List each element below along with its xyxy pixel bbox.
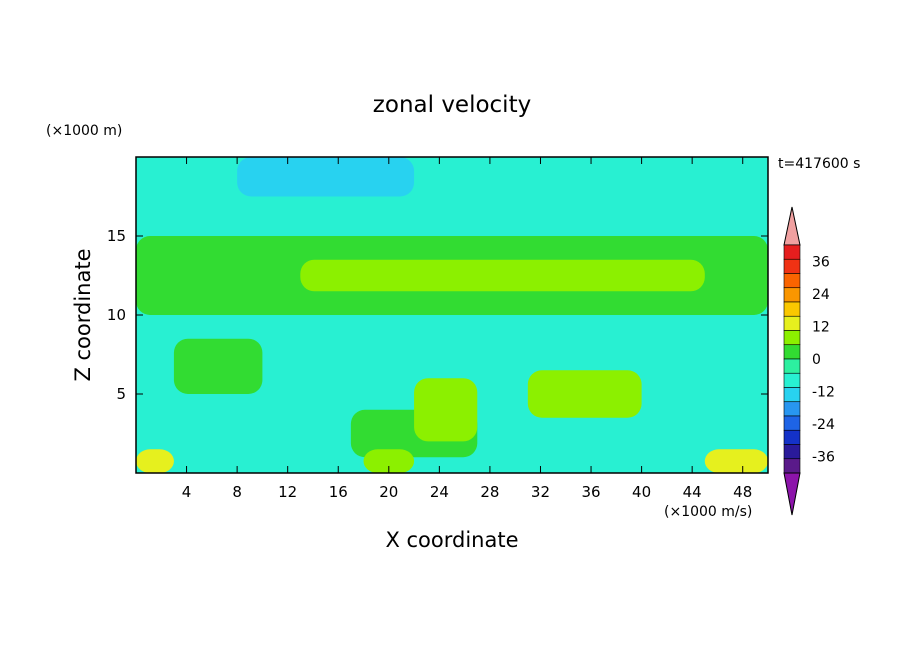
colorbar-swatch — [783, 415, 801, 431]
y-axis-label: Z coordinate — [71, 248, 95, 381]
colorbar-swatch — [783, 258, 801, 274]
time-label: t=417600 s — [778, 156, 860, 172]
field-region — [704, 449, 768, 473]
colorbar-tick-label: -12 — [812, 385, 835, 401]
field-region — [363, 449, 415, 473]
y-tick-label: 10 — [107, 306, 126, 324]
x-tick-label: 44 — [683, 483, 702, 501]
field-region — [527, 370, 642, 418]
colorbar-tick-label: -24 — [812, 417, 835, 433]
colorbar-tick-label: 12 — [812, 319, 830, 335]
x-tick-label: 40 — [632, 483, 651, 501]
x-tick-label: 16 — [329, 483, 348, 501]
colorbar-swatch — [783, 244, 801, 260]
colorbar-under-arrow — [783, 472, 801, 516]
colorbar-tick-label: -36 — [812, 450, 835, 466]
colorbar-swatch — [783, 330, 801, 346]
y-tick-label: 15 — [107, 227, 126, 245]
colorbar-swatch — [783, 429, 801, 445]
colorbar-tick-label: 24 — [812, 287, 830, 303]
colorbar-swatch — [783, 301, 801, 317]
field-region — [136, 449, 174, 473]
colorbar-swatch — [783, 387, 801, 403]
x-tick-label: 36 — [581, 483, 600, 501]
colorbar-tick-label: 36 — [812, 254, 830, 270]
colorbar: 36 24 12 0 -12 -24 -36 — [783, 206, 835, 516]
chart-title: zonal velocity — [373, 92, 531, 118]
colorbar-swatch — [783, 444, 801, 460]
x-tick-label: 24 — [430, 483, 449, 501]
field-region — [300, 259, 705, 292]
x-tick-label: 8 — [232, 483, 242, 501]
x-tick-label: 28 — [480, 483, 499, 501]
colorbar-swatch — [783, 287, 801, 303]
x-tick-label: 12 — [278, 483, 297, 501]
colorbar-swatch — [783, 458, 801, 474]
x-tick-label: 20 — [379, 483, 398, 501]
field-region — [414, 378, 478, 442]
x-tick-label: 32 — [531, 483, 550, 501]
colorbar-swatch — [783, 315, 801, 331]
field-region — [237, 157, 415, 197]
x-axis-label: X coordinate — [385, 528, 518, 552]
colorbar-tick-label: 0 — [812, 352, 821, 368]
field-region — [173, 338, 263, 394]
colorbar-swatch — [783, 358, 801, 374]
velocity-field — [136, 157, 768, 473]
y-axis-unit: (×1000 m) — [46, 123, 122, 139]
x-axis-ticks: 4 8 12 16 20 24 28 32 36 40 44 48 — [182, 157, 752, 501]
colorbar-swatch — [783, 401, 801, 417]
x-axis-unit: (×1000 m/s) — [664, 504, 752, 520]
y-axis-ticks: 5 10 15 — [107, 227, 768, 403]
y-tick-label: 5 — [116, 385, 126, 403]
colorbar-swatch — [783, 273, 801, 289]
colorbar-swatch — [783, 344, 801, 360]
colorbar-over-arrow — [783, 206, 801, 246]
x-tick-label: 48 — [733, 483, 752, 501]
colorbar-swatch — [783, 372, 801, 388]
x-tick-label: 4 — [182, 483, 192, 501]
